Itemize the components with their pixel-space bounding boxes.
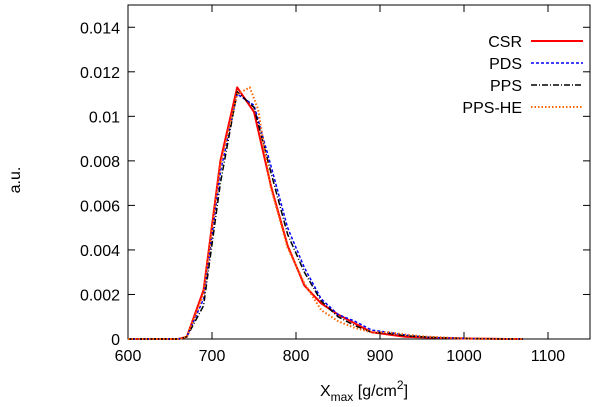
- series-lines: [128, 86, 523, 340]
- x-axis-label-sup: 2: [397, 378, 404, 392]
- x-axis-label-main: X: [320, 383, 331, 400]
- plot-border: [127, 4, 591, 340]
- x-tick-label: 900: [367, 348, 394, 365]
- x-axis-label-unit: [g/cm: [353, 383, 397, 400]
- y-tick-label: 0.012: [80, 65, 120, 82]
- y-tick-label: 0.01: [89, 109, 120, 126]
- series-line-3: [128, 91, 523, 340]
- y-tick-label: 0.002: [80, 287, 120, 304]
- series-line-2: [128, 93, 523, 340]
- x-tick-label: 600: [115, 348, 142, 365]
- y-tick-label: 0.004: [80, 243, 120, 260]
- plot-frame: [127, 4, 591, 340]
- legend-label-1: CSR: [488, 34, 522, 51]
- y-tick-label: 0: [111, 332, 120, 349]
- y-tick-label: 0.006: [80, 198, 120, 215]
- legend-label-3: PPS: [490, 78, 522, 95]
- legend-label-2: PDS: [489, 56, 522, 73]
- y-axis-label: a.u.: [7, 167, 24, 194]
- y-tick-label: 0.014: [80, 20, 120, 37]
- series-line-4: [128, 86, 523, 340]
- series-line-1: [128, 86, 523, 340]
- x-tick-label: 800: [283, 348, 310, 365]
- legend-label-4: PPS-HE: [462, 100, 522, 117]
- x-axis: 600 700 800 900 1000 1100: [115, 5, 566, 365]
- legend: CSR PDS PPS PPS-HE: [462, 34, 583, 117]
- y-tick-label: 0.008: [80, 154, 120, 171]
- x-tick-label: 1000: [446, 348, 482, 365]
- x-tick-label: 1100: [531, 348, 566, 365]
- x-axis-label: Xmax [g/cm2]: [320, 378, 408, 404]
- x-tick-label: 700: [199, 348, 226, 365]
- y-axis: 0 0.002 0.004 0.006 0.008 0.01 0.012 0.014: [80, 20, 590, 349]
- x-axis-label-sub: max: [331, 390, 354, 404]
- x-axis-label-close: ]: [404, 383, 408, 400]
